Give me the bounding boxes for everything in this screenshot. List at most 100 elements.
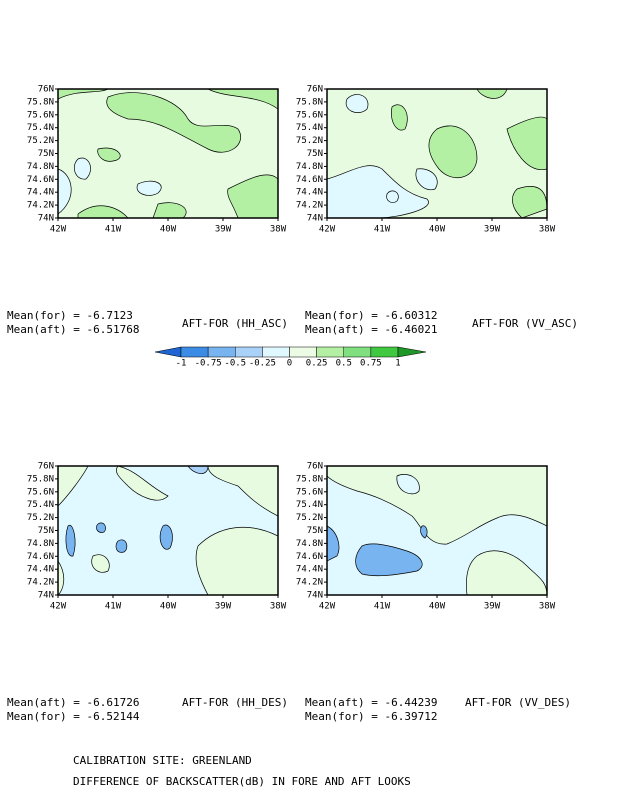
colorbar-box: [235, 346, 263, 358]
footer-line: DIFFERENCE OF BACKSCATTER(dB) IN FORE AN…: [73, 775, 411, 788]
x-tick-label: 41W: [374, 602, 391, 612]
mean-stat: Mean(aft) = -6.51768: [7, 323, 139, 336]
mean-stat: Mean(aft) = -6.46021: [305, 323, 437, 336]
colorbar-label: 0.25: [306, 359, 328, 369]
x-tick-label: 41W: [105, 225, 122, 235]
y-tick-label: 75.6N: [296, 110, 323, 120]
y-tick-label: 75N: [307, 526, 323, 536]
contour-region: [512, 186, 547, 218]
contour-region: [386, 190, 399, 203]
x-tick-label: 40W: [429, 225, 446, 235]
colorbar-box: [289, 346, 317, 358]
mean-stat: Mean(aft) = -6.44239: [305, 696, 437, 709]
contour-region: [136, 180, 162, 196]
map-panel: 76N 75.8N 75.6N 75.4N 75.2N 75N 74.8N 74.6N 74.4…: [27, 462, 287, 612]
colorbar-label: -0.25: [249, 359, 276, 369]
map-panel: 76N 75.8N 75.6N 75.4N 75.2N 75N 74.8N 74.6N 74.4…: [296, 85, 556, 235]
colorbar-end: [397, 346, 427, 358]
colorbar-box: [207, 346, 236, 358]
y-tick-label: 76N: [307, 462, 323, 472]
contour-region: [428, 125, 478, 179]
x-tick-label: 42W: [50, 602, 67, 612]
y-tick-label: 74.6N: [296, 552, 323, 562]
x-tick-label: 40W: [160, 225, 177, 235]
y-tick-label: 74.8N: [27, 539, 54, 549]
y-tick-label: 75.6N: [27, 487, 54, 497]
mean-stat: Mean(for) = -6.39712: [305, 710, 437, 723]
colorbar-label: 0.75: [360, 359, 382, 369]
map-panel: 76N 75.8N 75.6N 75.4N 75.2N 75N 74.8N 74.6N 74.4…: [296, 462, 556, 612]
colorbar-label: 0.5: [336, 359, 352, 369]
x-tick-label: 39W: [484, 602, 501, 612]
contour-region: [91, 554, 110, 573]
contour-region: [97, 147, 121, 162]
contour-region: [345, 94, 369, 113]
y-tick-label: 75.4N: [296, 500, 323, 510]
contour-region: [391, 104, 408, 131]
contour-region: [415, 168, 438, 191]
x-tick-label: 39W: [215, 225, 232, 235]
y-tick-label: 75.2N: [27, 513, 54, 523]
contour-region: [152, 202, 187, 218]
y-tick-label: 75.8N: [296, 97, 323, 107]
mean-stat: Mean(for) = -6.7123: [7, 309, 133, 322]
y-tick-label: 75.4N: [296, 123, 323, 133]
y-tick-label: 75.8N: [27, 474, 54, 484]
y-tick-label: 74.2N: [27, 578, 54, 588]
x-tick-label: 38W: [539, 225, 556, 235]
y-tick-label: 74.2N: [296, 201, 323, 211]
colorbar-label: -0.75: [195, 359, 222, 369]
contour-region: [227, 174, 278, 218]
contour-region: [465, 550, 547, 595]
contour-region: [65, 524, 76, 557]
x-tick-label: 39W: [215, 602, 232, 612]
x-tick-label: 38W: [539, 602, 556, 612]
y-tick-label: 75.6N: [27, 110, 54, 120]
contour-region: [58, 89, 109, 100]
y-tick-label: 74.2N: [27, 201, 54, 211]
y-tick-label: 74N: [38, 214, 54, 224]
panel-title: AFT-FOR (HH_ASC): [182, 317, 288, 330]
y-tick-label: 75.8N: [27, 97, 54, 107]
x-tick-label: 38W: [270, 225, 287, 235]
y-tick-label: 74.4N: [296, 565, 323, 575]
y-tick-label: 74N: [307, 591, 323, 601]
mean-stat: Mean(aft) = -6.61726: [7, 696, 139, 709]
contour-region: [74, 157, 91, 180]
y-tick-label: 75.4N: [27, 500, 54, 510]
contour-region: [420, 525, 428, 539]
colorbar-box: [316, 346, 344, 358]
contour-region: [327, 165, 429, 218]
y-tick-label: 74.8N: [27, 162, 54, 172]
x-tick-label: 40W: [160, 602, 177, 612]
y-tick-label: 76N: [38, 85, 54, 95]
y-tick-label: 74.8N: [296, 162, 323, 172]
y-tick-label: 74N: [307, 214, 323, 224]
mean-stat: Mean(for) = -6.52144: [7, 710, 140, 723]
y-tick-label: 76N: [307, 85, 323, 95]
contours: [327, 466, 547, 595]
colorbar-end: [154, 346, 182, 358]
colorbar-label: -1: [176, 359, 187, 369]
y-tick-label: 76N: [38, 462, 54, 472]
x-tick-label: 41W: [105, 602, 122, 612]
y-tick-label: 75.2N: [296, 136, 323, 146]
contour-region: [106, 92, 241, 153]
x-tick-label: 38W: [270, 602, 287, 612]
contour-region: [115, 539, 128, 553]
y-tick-label: 75.8N: [296, 474, 323, 484]
x-tick-label: 40W: [429, 602, 446, 612]
contour-region: [355, 543, 423, 576]
y-tick-label: 74.4N: [27, 565, 54, 575]
y-tick-label: 74.6N: [296, 175, 323, 185]
y-tick-label: 75.4N: [27, 123, 54, 133]
colorbar-box: [343, 346, 372, 358]
x-tick-label: 39W: [484, 225, 501, 235]
contour-region: [77, 205, 129, 218]
mean-stat: Mean(for) = -6.60312: [305, 309, 437, 322]
y-tick-label: 75.6N: [296, 487, 323, 497]
colorbar-box: [262, 346, 290, 358]
contours: [58, 466, 278, 595]
x-tick-label: 41W: [374, 225, 391, 235]
y-tick-label: 74N: [38, 591, 54, 601]
